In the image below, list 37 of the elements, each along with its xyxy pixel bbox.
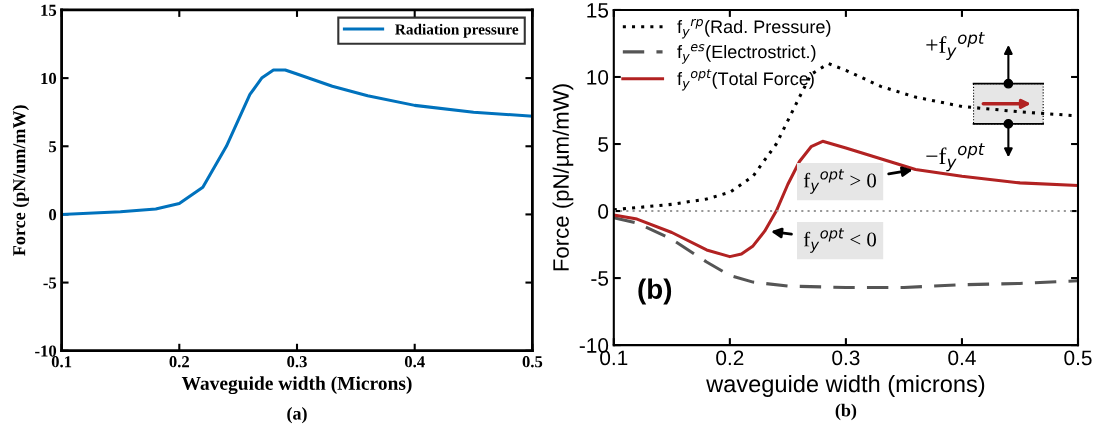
annotation: f$_{y}$$^{opt}$ < 0 (803, 228, 877, 253)
legend-label: f$_{y}$$^{rp}$(Rad. Pressure) (677, 18, 831, 39)
y-tick-label: -5 (43, 277, 57, 289)
y-tick-label: 5 (49, 141, 57, 153)
annotation: −f$_{y}$$^{opt}$ (926, 143, 985, 172)
annotation: f$_{y}$$^{opt}$ > 0 (803, 169, 877, 194)
legend-label: f$_{y}$$^{es}$(Electrostrict.) (677, 44, 816, 64)
annotation: (b) (638, 278, 672, 305)
legend-label: f$_{y}$$^{opt}$(Total Force) (677, 69, 814, 91)
x-tick-label: 0.3 (287, 356, 307, 368)
y-tick-label: 10 (587, 69, 609, 85)
x-axis-title: waveguide width (microns) (706, 374, 985, 397)
y-axis-title: Force (pN/µm/mW) (552, 84, 574, 271)
x-tick-label: 0.5 (1064, 350, 1092, 366)
text: (b) (835, 403, 857, 421)
y-tick-label: 0 (49, 209, 57, 221)
x-tick-label: 0.5 (522, 356, 543, 368)
y-tick-label: 10 (41, 72, 57, 85)
x-tick-label: 0.4 (404, 356, 425, 368)
y-tick-label: 5 (598, 137, 609, 152)
x-tick-label: 0.2 (169, 356, 189, 368)
line-series (61, 68, 533, 216)
y-tick-label: -10 (35, 345, 57, 357)
annotation: +f$_{y}$$^{opt}$ (926, 32, 985, 61)
y-axis-title: Force (pN/um/mW) (12, 105, 29, 256)
y-tick-label: 15 (587, 3, 609, 18)
text: (a) (287, 406, 307, 424)
x-tick-label: 0.1 (51, 356, 72, 368)
line-series (613, 139, 1078, 259)
legend-label: Radiation pressure (395, 23, 519, 38)
x-tick-label: 0.2 (716, 350, 744, 366)
y-tick-label: -5 (591, 271, 609, 286)
x-tick-label: 0.4 (948, 350, 976, 366)
x-axis-title: Waveguide width (Microns) (181, 376, 412, 395)
x-tick-label: 0.3 (832, 350, 860, 366)
y-tick-label: 0 (598, 204, 609, 219)
y-tick-label: 15 (41, 4, 57, 16)
